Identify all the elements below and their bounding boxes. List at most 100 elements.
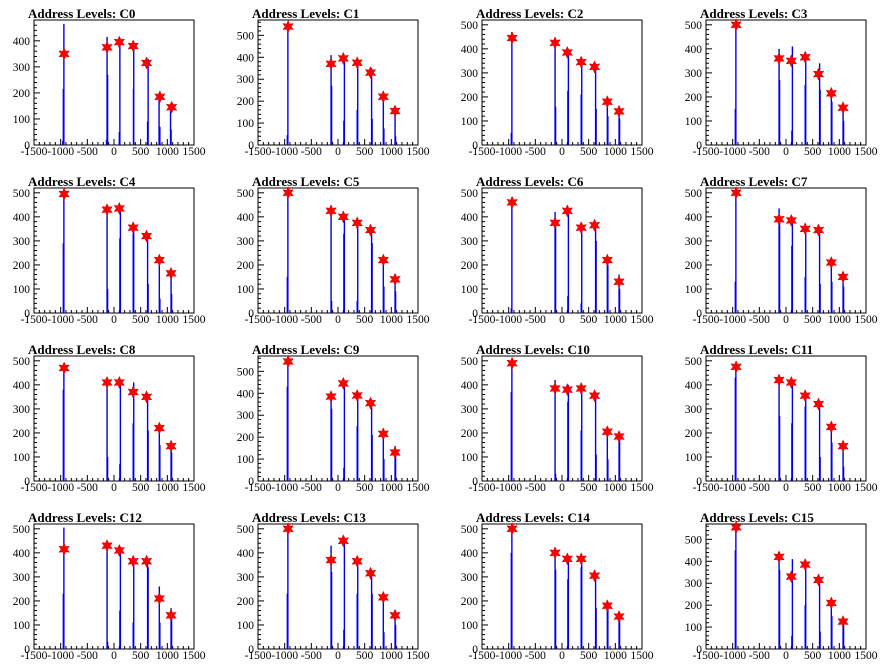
histogram-bin xyxy=(158,258,161,313)
histogram-bin xyxy=(159,444,161,481)
chart-svg: Address Levels: C40100200300400500-1500-… xyxy=(13,174,206,326)
histogram-bin xyxy=(287,192,289,313)
peak-marker xyxy=(153,591,166,606)
x-tick-label: 500 xyxy=(132,650,150,662)
peak-marker xyxy=(364,566,377,580)
y-tick-label: 0 xyxy=(696,140,702,152)
histogram-bin xyxy=(804,406,806,481)
plot-frame xyxy=(705,523,867,650)
histogram-bin xyxy=(286,386,289,481)
y-tick-label: 200 xyxy=(461,260,479,272)
x-tick-label: 500 xyxy=(356,314,374,326)
y-tick-label: 300 xyxy=(685,578,703,590)
x-tick-label: 1500 xyxy=(855,650,878,662)
x-tick-label: -1000 xyxy=(719,482,746,494)
histogram-bin xyxy=(554,45,556,145)
x-tick-label: 500 xyxy=(580,650,598,662)
histogram-bin xyxy=(554,380,556,481)
x-tick-label: 1500 xyxy=(183,146,206,158)
peak-marker xyxy=(337,210,350,224)
histogram-bin xyxy=(580,567,582,649)
y-tick-label: 400 xyxy=(461,380,479,392)
histogram-bin xyxy=(147,284,149,313)
plot-frame xyxy=(705,355,867,482)
y-tick-label: 200 xyxy=(13,428,31,440)
y-tick-label: 0 xyxy=(472,308,478,320)
peak-marker xyxy=(101,203,113,217)
histogram-bin xyxy=(119,381,122,481)
histogram-bin xyxy=(831,101,833,145)
x-tick-label: 500 xyxy=(580,314,598,326)
peak-marker xyxy=(588,389,601,403)
y-tick-label: 200 xyxy=(685,92,703,104)
y-tick-label: 100 xyxy=(461,620,479,632)
histogram-bin xyxy=(106,209,108,313)
x-tick-label: -500 xyxy=(77,314,98,326)
peak-marker xyxy=(282,19,294,34)
x-tick-label: 500 xyxy=(580,482,598,494)
x-tick-label: -500 xyxy=(77,146,98,158)
chart-svg: Address Levels: C90100200300400500-1500-… xyxy=(237,342,430,494)
chart-panel: Address Levels: C9 0 100 200 300 400 500 -1500-… xyxy=(224,336,448,504)
y-tick-label: 200 xyxy=(13,88,31,100)
x-tick-label: -500 xyxy=(301,650,322,662)
chart-panel: Address Levels: C7 0 100 200 300 400 500 -1500-… xyxy=(672,168,896,336)
plot-frame xyxy=(481,523,643,650)
peak-marker xyxy=(575,55,587,69)
x-tick-label: -500 xyxy=(749,146,770,158)
peak-marker xyxy=(325,389,337,404)
histogram-bin xyxy=(791,130,793,145)
peak-marker xyxy=(825,86,838,100)
y-tick-label: 300 xyxy=(13,404,31,416)
chart-title: Address Levels: C13 xyxy=(252,510,366,525)
x-tick-label: 1000 xyxy=(380,482,403,494)
peak-marker xyxy=(785,213,798,228)
peak-marker xyxy=(613,275,625,289)
peak-marker xyxy=(165,608,177,622)
x-tick-label: 1000 xyxy=(828,650,851,662)
y-tick-label: 300 xyxy=(13,572,31,584)
chart-panel: Address Levels: C11 0 100 200 300 400 500 -1500… xyxy=(672,336,896,504)
chart-title: Address Levels: C12 xyxy=(28,510,142,525)
y-tick-label: 300 xyxy=(237,236,255,248)
histogram-bin xyxy=(567,90,569,145)
peak-marker xyxy=(351,56,363,70)
x-tick-label: 1500 xyxy=(183,482,206,494)
histogram-bin xyxy=(842,286,845,313)
y-tick-label: 300 xyxy=(461,404,479,416)
peak-marker xyxy=(282,186,294,200)
x-tick-label: 1000 xyxy=(156,650,179,662)
y-tick-label: 0 xyxy=(696,644,702,656)
peak-marker xyxy=(837,614,849,629)
x-tick-label: -1000 xyxy=(719,146,746,158)
peak-marker xyxy=(101,539,113,553)
x-tick-label: 0 xyxy=(335,482,341,494)
peak-marker xyxy=(127,39,139,53)
histogram-bin xyxy=(831,442,833,481)
chart-panel: Address Levels: C14 0 100 200 300 400 500 -1500… xyxy=(448,504,672,672)
y-tick-label: 0 xyxy=(24,476,30,488)
peak-marker xyxy=(127,385,139,399)
histogram-bin xyxy=(146,233,149,313)
histogram-bin xyxy=(63,23,65,145)
histogram-bin xyxy=(158,95,160,145)
peak-marker xyxy=(549,36,561,50)
chart-svg: Address Levels: C12 0 100 200 300 400 500 -1500… xyxy=(13,510,206,662)
peak-marker xyxy=(773,550,785,564)
chart-svg: Address Levels: C0 0 100 200 300 400 -1500 -100… xyxy=(13,6,206,158)
y-tick-label: 500 xyxy=(13,356,31,368)
peak-marker xyxy=(389,608,401,622)
peak-marker xyxy=(506,195,518,210)
x-tick-label: 0 xyxy=(559,650,565,662)
x-tick-label: 0 xyxy=(559,314,565,326)
y-tick-label: 100 xyxy=(685,116,703,128)
peak-marker xyxy=(785,54,798,68)
peak-marker xyxy=(58,187,70,201)
chart-panel: Address Levels: C12 0 100 200 300 400 500 -1500… xyxy=(0,504,224,672)
chart-title: Address Levels: C4 xyxy=(28,174,136,189)
x-tick-label: 0 xyxy=(111,146,117,158)
histogram-bin xyxy=(394,454,397,481)
histogram-bin xyxy=(330,572,333,649)
x-tick-label: -1500 xyxy=(21,146,48,158)
histogram-bin xyxy=(147,567,149,649)
